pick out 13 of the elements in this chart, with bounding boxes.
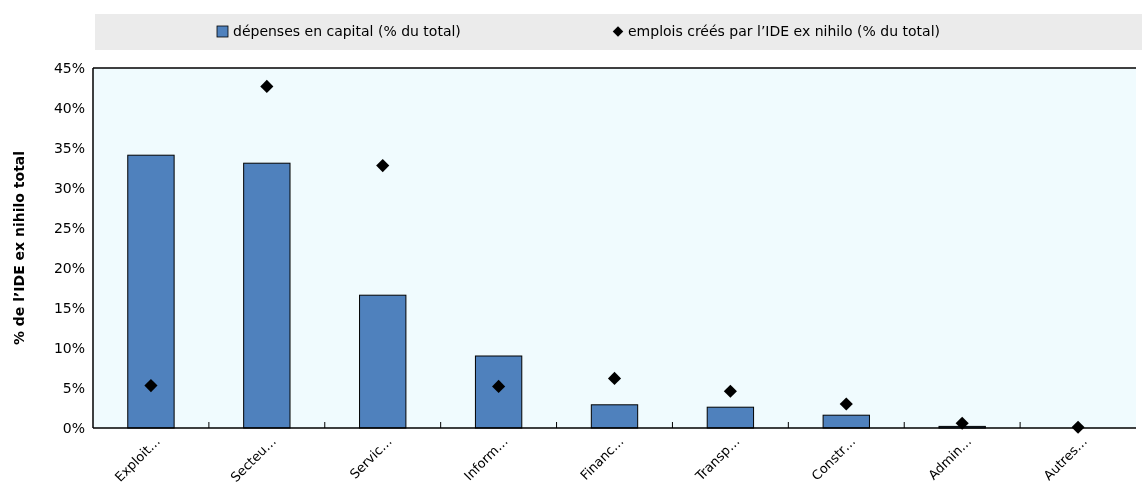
y-tick-label: 15% [53, 299, 85, 316]
y-tick-label: 20% [53, 259, 85, 276]
y-tick-label: 45% [53, 59, 85, 76]
y-tick-label: 40% [53, 99, 85, 116]
y-tick-label: 0% [62, 419, 85, 436]
y-tick-label: 10% [53, 339, 85, 356]
y-tick-label: 30% [53, 179, 85, 196]
y-tick-label: 5% [62, 379, 85, 396]
y-tick-label: 35% [53, 139, 85, 156]
legend-label: emplois créés par l’IDE ex nihilo (% du total) [628, 23, 940, 39]
y-tick-label: 25% [53, 219, 85, 236]
legend-label: dépenses en capital (% du total) [233, 23, 461, 39]
y-axis-title: % de l’IDE ex nihilo total [11, 150, 27, 346]
